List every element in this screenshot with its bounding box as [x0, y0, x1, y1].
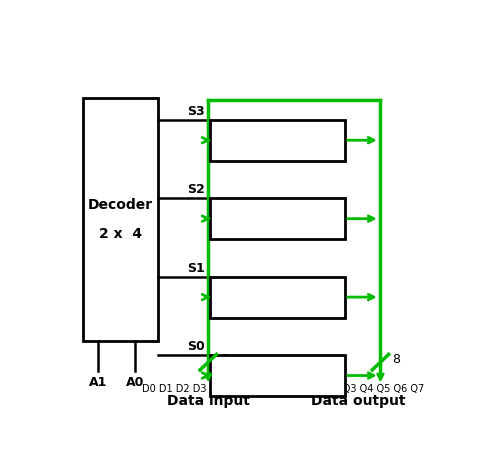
- Text: S0: S0: [187, 340, 204, 353]
- Text: 2 x  4: 2 x 4: [99, 227, 142, 241]
- Text: S2: S2: [187, 183, 204, 196]
- Bar: [83, 98, 157, 341]
- Text: A1: A1: [88, 376, 107, 389]
- Text: Q0 Q1 Q2 Q3 Q4 Q5 Q6 Q7: Q0 Q1 Q2 Q3 Q4 Q5 Q6 Q7: [292, 384, 424, 394]
- Text: A0: A0: [126, 376, 144, 389]
- Bar: [210, 198, 345, 239]
- Text: Data input: Data input: [167, 394, 250, 408]
- Bar: [210, 276, 345, 318]
- Text: Decoder: Decoder: [88, 198, 153, 213]
- Bar: [210, 355, 345, 396]
- Text: D0 D1 D2 D3 D4 D5 D6 D7: D0 D1 D2 D3 D4 D5 D6 D7: [142, 384, 274, 394]
- Bar: [210, 120, 345, 161]
- Text: 8: 8: [392, 353, 400, 366]
- Text: Data output: Data output: [311, 394, 405, 408]
- Text: S3: S3: [187, 105, 204, 118]
- Text: S1: S1: [187, 262, 204, 275]
- Text: 8: 8: [220, 353, 228, 366]
